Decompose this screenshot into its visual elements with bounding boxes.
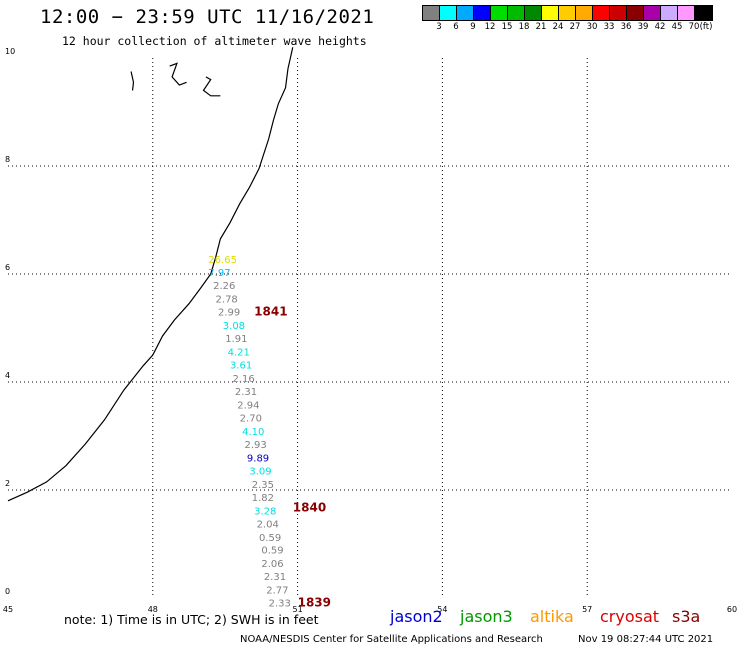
- wave-height-label: 2.94: [237, 400, 259, 411]
- legend-swatch: [610, 6, 627, 20]
- satellite-name-jason3: jason3: [460, 607, 513, 626]
- footnote: note: 1) Time is in UTC; 2) SWH is in fe…: [64, 612, 319, 627]
- wave-height-label: 2.06: [261, 559, 283, 570]
- legend-label: 42: [654, 22, 666, 32]
- legend-label: 24: [552, 22, 564, 32]
- wave-height-label: 2.93: [245, 440, 267, 451]
- legend-swatch: [423, 6, 440, 20]
- x-tick-label: 57: [582, 605, 592, 614]
- legend-label: 9: [470, 22, 476, 32]
- color-legend-labels: 3 6 9 12 15 18 21 24 27 30 33 36 39 42 45 70 (ft): [422, 22, 740, 34]
- legend-swatch: [576, 6, 593, 20]
- pass-time-label: 1840: [293, 501, 326, 515]
- wave-height-label: 2.99: [218, 308, 240, 319]
- satellite-name-s3a: s3a: [672, 607, 701, 626]
- wave-height-label: 2.16: [232, 374, 254, 385]
- legend-label: 21: [535, 22, 547, 32]
- generated-timestamp: Nov 19 08:27:44 UTC 2021: [578, 634, 714, 645]
- island-outline: [169, 62, 187, 86]
- x-tick-label: 45: [3, 605, 13, 614]
- x-tick-label: 51: [293, 605, 303, 614]
- legend-label: 45: [671, 22, 683, 32]
- legend-label: 36: [620, 22, 632, 32]
- x-tick-label: 60: [727, 605, 737, 614]
- wave-height-label: 2.70: [240, 413, 262, 424]
- legend-swatch: [593, 6, 610, 20]
- wave-height-label: 0.59: [259, 533, 281, 544]
- legend-swatch: [661, 6, 678, 20]
- x-tick-label: 48: [148, 605, 158, 614]
- pass-time-label: 1839: [298, 596, 331, 610]
- legend-label: 18: [518, 22, 530, 32]
- y-tick-label: 6: [5, 263, 10, 272]
- wave-height-label: 7.97: [208, 268, 230, 279]
- y-tick-label: 0: [5, 587, 10, 596]
- wave-height-label: 2.35: [252, 480, 274, 491]
- legend-swatch: [525, 6, 542, 20]
- legend-label: 6: [453, 22, 459, 32]
- legend-swatch: [695, 6, 712, 20]
- y-tick-label: 8: [5, 155, 10, 164]
- legend-label: 15: [501, 22, 513, 32]
- wave-height-label: 3.09: [249, 466, 271, 477]
- legend-label: 27: [569, 22, 581, 32]
- legend-swatch: [627, 6, 644, 20]
- wave-height-label: 2.33: [269, 599, 291, 610]
- wave-height-label: 3.61: [230, 361, 252, 372]
- satellite-name-cryosat: cryosat: [600, 607, 660, 626]
- legend-swatch: [678, 6, 695, 20]
- wave-height-label: 2.77: [266, 586, 288, 597]
- y-tick-label: 4: [5, 371, 10, 380]
- island-outline: [130, 71, 135, 91]
- map-title: 12:00 − 23:59 UTC 11/16/2021: [40, 6, 375, 28]
- map-subtitle: 12 hour collection of altimeter wave hei…: [62, 34, 367, 48]
- pass-time-label: 1841: [254, 305, 287, 319]
- y-tick-label: 2: [5, 479, 10, 488]
- x-tick-label: 54: [437, 605, 447, 614]
- legend-label: 3: [436, 22, 442, 32]
- wave-height-label: 9.89: [247, 453, 269, 464]
- wave-height-label: 1.82: [252, 493, 274, 504]
- wave-height-label: 2.78: [216, 295, 238, 306]
- credit-line: NOAA/NESDIS Center for Satellite Applica…: [240, 634, 543, 645]
- legend-label: 30: [586, 22, 598, 32]
- wave-height-label: 2.31: [235, 387, 257, 398]
- legend-swatch: [542, 6, 559, 20]
- wave-height-label: 2.26: [213, 281, 235, 292]
- wave-height-label: 2.31: [264, 572, 286, 583]
- legend-unit: (ft): [699, 22, 713, 32]
- legend-swatch: [508, 6, 525, 20]
- island-outline: [202, 76, 221, 97]
- satellite-name-altika: altika: [530, 607, 574, 626]
- legend-swatch: [440, 6, 457, 20]
- y-tick-label: 10: [5, 47, 15, 56]
- legend-label: 33: [603, 22, 615, 32]
- wave-height-label: 1.91: [225, 334, 247, 345]
- coastline: [7, 47, 294, 502]
- wave-height-label: 0.59: [261, 546, 283, 557]
- legend-label: 70: [688, 22, 700, 32]
- legend-swatch: [457, 6, 474, 20]
- wave-height-label: 4.21: [228, 348, 250, 359]
- legend-label: 39: [637, 22, 649, 32]
- legend-label: 12: [484, 22, 496, 32]
- color-legend: [422, 5, 713, 21]
- wave-height-label: 4.10: [242, 427, 264, 438]
- wave-height-label: 3.28: [254, 506, 276, 517]
- legend-swatch: [491, 6, 508, 20]
- wave-height-label: 2.04: [257, 519, 279, 530]
- wave-height-label: 3.08: [223, 321, 245, 332]
- legend-swatch: [644, 6, 661, 20]
- wave-height-label: 26.65: [208, 255, 237, 266]
- satellite-name-jason2: jason2: [390, 607, 443, 626]
- legend-swatch: [474, 6, 491, 20]
- legend-swatch: [559, 6, 576, 20]
